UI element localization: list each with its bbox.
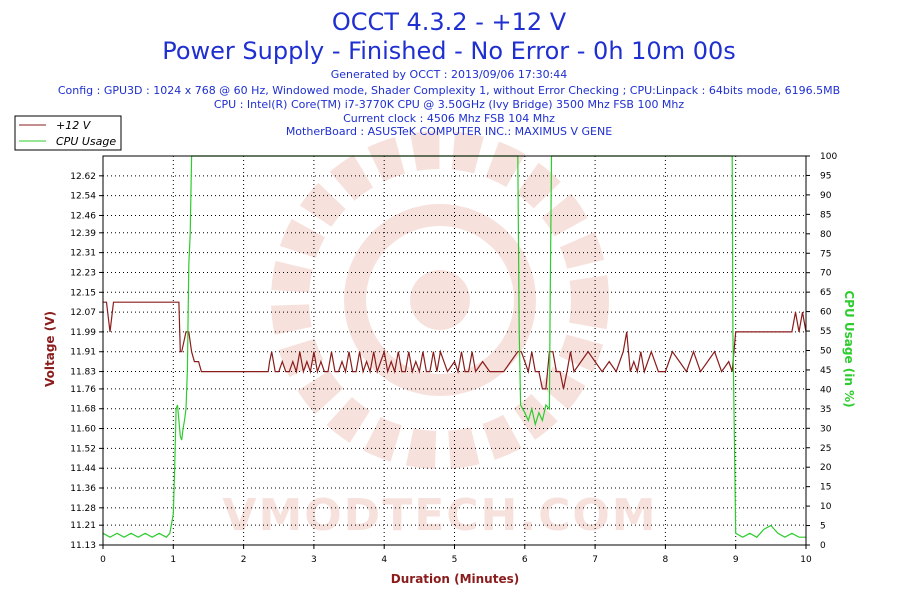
x-tick-label: 5 <box>452 555 458 565</box>
y2-tick-label: 0 <box>820 541 826 551</box>
y-tick-label: 11.83 <box>70 368 96 378</box>
y2-tick-label: 10 <box>820 502 832 512</box>
y-tick-label: 11.91 <box>70 348 96 358</box>
x-tick-label: 2 <box>241 555 247 565</box>
y-tick-label: 11.36 <box>70 484 96 494</box>
info-config: Config : GPU3D : 1024 x 768 @ 60 Hz, Win… <box>58 84 840 97</box>
y2-tick-label: 65 <box>820 288 831 298</box>
y2-tick-label: 80 <box>820 230 832 240</box>
x-tick-label: 6 <box>522 555 528 565</box>
y-tick-label: 11.52 <box>70 444 96 454</box>
y-tick-label: 11.76 <box>70 385 96 395</box>
y-tick-label: 11.28 <box>70 504 96 514</box>
y2-tick-label: 30 <box>820 424 832 434</box>
y2-axis-title: CPU Usage (in %) <box>842 290 856 407</box>
x-tick-label: 1 <box>170 555 176 565</box>
y2-tick-label: 20 <box>820 463 832 473</box>
y2-tick-label: 60 <box>820 308 832 318</box>
x-tick-label: 10 <box>800 555 812 565</box>
y2-axis-ticks: 0 5 10 15 20 25 30 35 40 45 50 55 60 65 70 75 80 85 90 95 10… <box>806 152 837 551</box>
x-axis-ticks: 0 1 2 3 4 5 6 7 8 9 10 <box>100 545 812 565</box>
y2-tick-label: 100 <box>820 152 837 162</box>
x-tick-label: 9 <box>733 555 739 565</box>
y-tick-label: 12.54 <box>70 192 96 202</box>
legend-label-cpu: CPU Usage <box>56 135 116 148</box>
chart-title: OCCT 4.3.2 - +12 V <box>332 8 567 36</box>
y-tick-label: 12.07 <box>70 308 96 318</box>
info-cpu: CPU : Intel(R) Core(TM) i7-3770K CPU @ 3… <box>214 98 685 111</box>
x-tick-label: 4 <box>381 555 387 565</box>
y2-tick-label: 35 <box>820 405 831 415</box>
y-tick-label: 11.13 <box>70 541 96 551</box>
series-line-voltage <box>103 301 807 390</box>
y2-tick-label: 55 <box>820 327 831 337</box>
y2-tick-label: 15 <box>820 483 831 493</box>
chart-subtitle: Power Supply - Finished - No Error - 0h … <box>162 37 736 65</box>
y2-tick-label: 40 <box>820 385 832 395</box>
y-tick-label: 11.68 <box>70 405 96 415</box>
y-tick-label: 11.99 <box>70 328 96 338</box>
y2-tick-label: 75 <box>820 249 831 259</box>
y2-tick-label: 45 <box>820 366 831 376</box>
y2-tick-label: 25 <box>820 444 831 454</box>
info-generated: Generated by OCCT : 2013/09/06 17:30:44 <box>331 68 568 81</box>
watermark: VMODTECH.COM <box>222 131 657 541</box>
y-tick-label: 11.21 <box>70 521 96 531</box>
y-axis-ticks: 11.13 11.21 11.28 11.36 11.44 11.52 11.60 11.68… <box>70 172 103 551</box>
watermark-text: VMODTECH.COM <box>222 490 657 541</box>
x-tick-label: 8 <box>663 555 669 565</box>
y2-tick-label: 70 <box>820 269 832 279</box>
legend: +12 V CPU Usage <box>14 115 122 151</box>
info-current-clock: Current clock : 4506 Mhz FSB 104 Mhz <box>343 112 555 125</box>
y-tick-label: 11.60 <box>70 425 96 435</box>
info-motherboard: MotherBoard : ASUSTeK COMPUTER INC.: MAX… <box>286 125 612 138</box>
y2-tick-label: 85 <box>820 210 831 220</box>
legend-label-voltage: +12 V <box>56 119 92 132</box>
x-axis-title: Duration (Minutes) <box>391 572 519 586</box>
y-tick-label: 12.23 <box>70 268 96 278</box>
y-axis-title: Voltage (V) <box>43 311 57 387</box>
y-tick-label: 12.39 <box>70 229 96 239</box>
y2-tick-label: 90 <box>820 191 832 201</box>
y2-tick-label: 5 <box>820 522 826 532</box>
y-tick-label: 12.31 <box>70 249 96 259</box>
y-tick-label: 12.62 <box>70 172 96 182</box>
x-tick-label: 3 <box>311 555 317 565</box>
y-tick-label: 12.46 <box>70 211 96 221</box>
y2-tick-label: 95 <box>820 171 831 181</box>
plot-frame <box>102 155 807 546</box>
y-tick-label: 12.15 <box>70 288 96 298</box>
x-tick-label: 7 <box>592 555 598 565</box>
x-tick-label: 0 <box>100 555 106 565</box>
y-tick-label: 11.44 <box>70 464 96 474</box>
y2-tick-label: 50 <box>820 347 832 357</box>
